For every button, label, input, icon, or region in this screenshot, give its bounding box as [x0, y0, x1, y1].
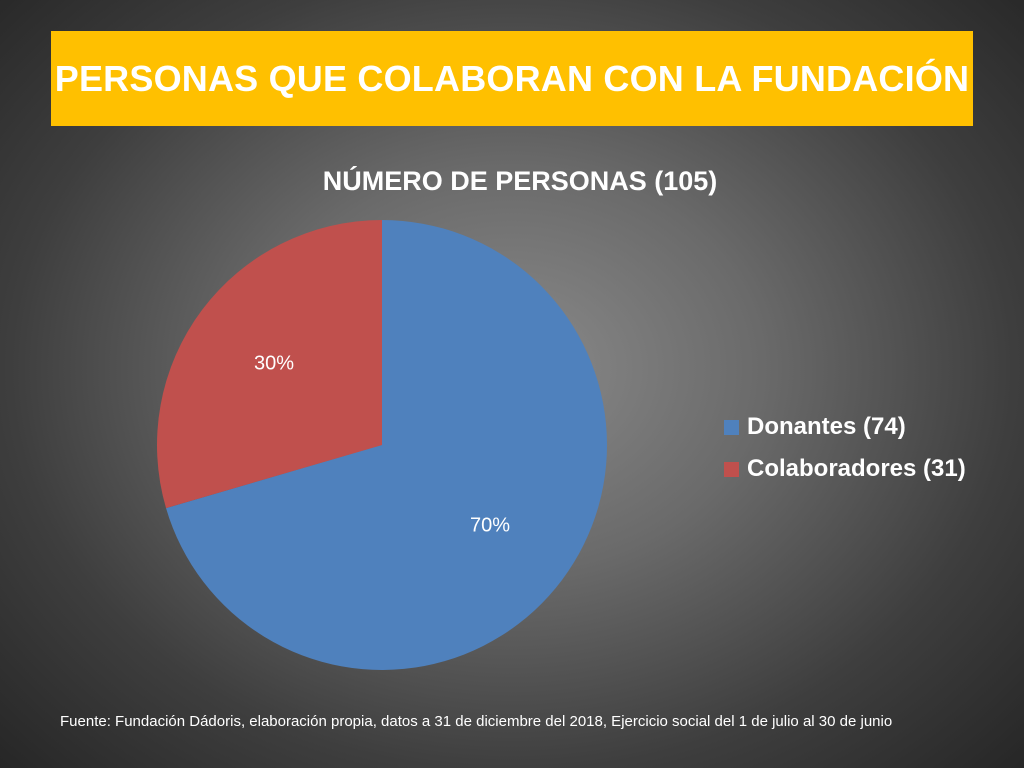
legend-swatch-donantes [724, 419, 739, 435]
source-footnote: Fuente: Fundación Dádoris, elaboración p… [60, 713, 893, 730]
pie-slice-donantes [166, 220, 607, 670]
legend-item-donantes: Donantes (74) [724, 406, 966, 448]
chart-legend: Donantes (74) Colaboradores (31) [724, 406, 966, 490]
title-banner: PERSONAS QUE COLABORAN CON LA FUNDACIÓN [51, 31, 973, 126]
legend-label-colaboradores: Colaboradores (31) [747, 455, 966, 482]
pie-data-label-colaboradores: 30% [254, 352, 294, 374]
pie-slice-colaboradores [156, 220, 382, 509]
chart-title: NÚMERO DE PERSONAS (105) [322, 166, 718, 196]
legend-item-colaboradores: Colaboradores (31) [724, 448, 966, 490]
slide-title: PERSONAS QUE COLABORAN CON LA FUNDACIÓN [54, 57, 970, 99]
pie-data-label-donantes: 70% [470, 514, 510, 536]
legend-label-donantes: Donantes (74) [747, 413, 906, 440]
legend-swatch-colaboradores [724, 461, 739, 477]
